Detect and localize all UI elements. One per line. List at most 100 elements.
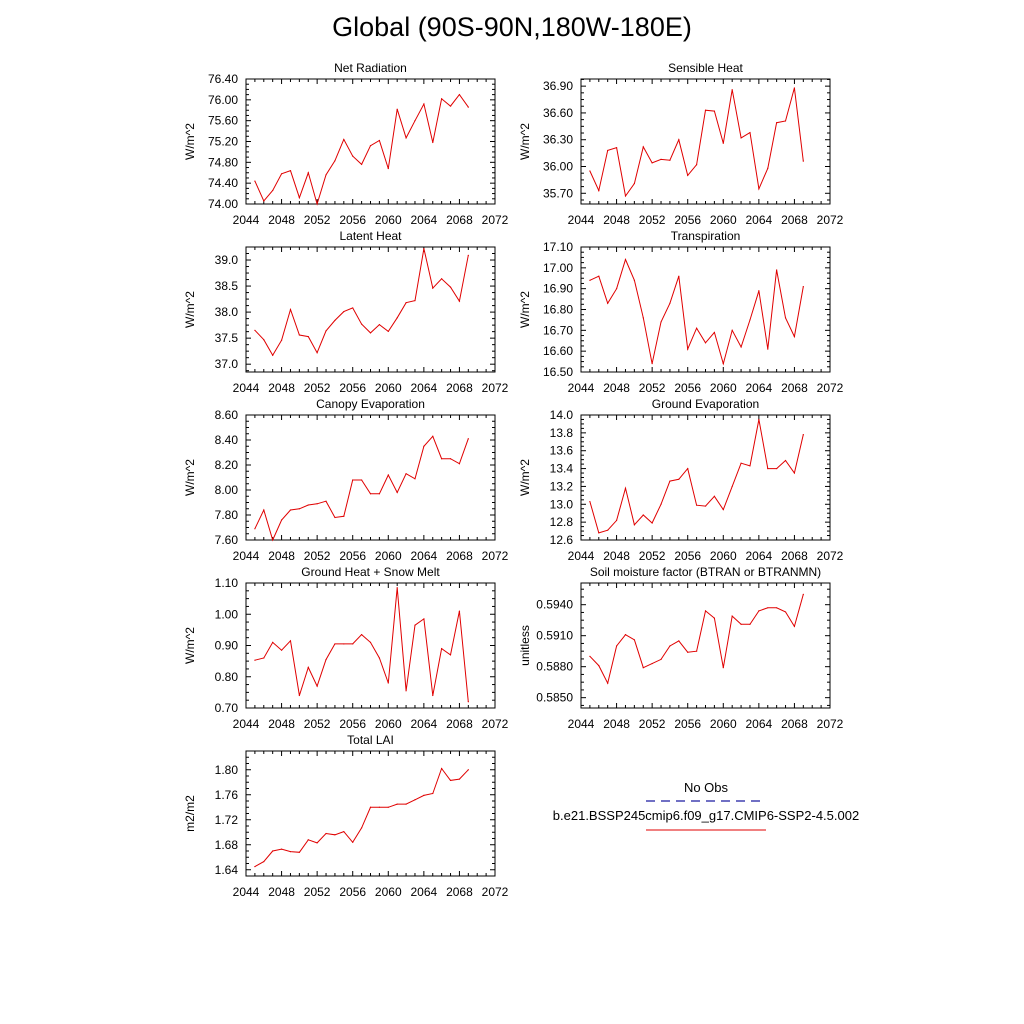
data-point bbox=[343, 310, 345, 313]
x-tick-label: 2060 bbox=[710, 381, 737, 395]
series-line bbox=[254, 767, 469, 868]
data-point bbox=[633, 524, 635, 526]
data-point bbox=[405, 473, 407, 475]
data-point bbox=[458, 463, 461, 465]
panel-title: Ground Heat + Snow Melt bbox=[301, 565, 440, 579]
panel-7: Ground Heat + Snow Melt 2044 2048 2052 2056 2… bbox=[183, 565, 509, 731]
y-axis-label: unitless bbox=[518, 625, 532, 666]
data-point bbox=[669, 480, 671, 482]
y-tick-label: 74.00 bbox=[208, 197, 238, 211]
data-point bbox=[624, 487, 627, 489]
x-tick-label: 2048 bbox=[603, 381, 630, 395]
data-point bbox=[660, 503, 662, 505]
data-point bbox=[624, 634, 627, 636]
x-tick-label: 2044 bbox=[233, 885, 260, 899]
data-point bbox=[449, 654, 452, 656]
data-point bbox=[414, 799, 416, 801]
x-tick-label: 2072 bbox=[817, 717, 844, 731]
data-point bbox=[458, 610, 461, 612]
panel-3: Latent Heat 2044 2048 2052 2056 2060 2064 2068 2… bbox=[183, 229, 509, 395]
y-tick-label: 0.5910 bbox=[536, 629, 573, 643]
y-axis-label: W/m^2 bbox=[518, 123, 532, 160]
data-point bbox=[387, 474, 389, 476]
data-point bbox=[607, 682, 609, 684]
x-tick-label: 2064 bbox=[411, 549, 438, 563]
data-point bbox=[802, 593, 804, 595]
data-point bbox=[396, 587, 398, 589]
x-tick-label: 2044 bbox=[233, 717, 260, 731]
data-point bbox=[687, 467, 689, 470]
y-tick-label: 39.0 bbox=[215, 253, 239, 267]
data-point bbox=[316, 203, 318, 205]
data-point bbox=[352, 841, 354, 843]
x-tick-label: 2064 bbox=[746, 717, 773, 731]
x-tick-label: 2044 bbox=[568, 381, 595, 395]
x-tick-label: 2044 bbox=[233, 549, 260, 563]
data-point bbox=[405, 137, 407, 139]
y-tick-label: 38.5 bbox=[215, 279, 239, 293]
data-point bbox=[767, 348, 769, 350]
data-point bbox=[263, 509, 265, 511]
x-tick-label: 2072 bbox=[482, 381, 509, 395]
data-point bbox=[414, 624, 416, 626]
data-point bbox=[280, 519, 283, 521]
y-tick-label: 8.60 bbox=[215, 408, 239, 422]
data-point bbox=[758, 610, 760, 612]
x-tick-label: 2068 bbox=[781, 213, 808, 227]
x-tick-label: 2060 bbox=[375, 717, 402, 731]
data-point bbox=[678, 275, 680, 277]
data-point bbox=[713, 110, 715, 112]
y-tick-label: 0.70 bbox=[215, 701, 239, 715]
data-point bbox=[316, 503, 318, 505]
data-point bbox=[669, 159, 671, 161]
y-tick-label: 36.90 bbox=[543, 79, 573, 93]
y-tick-label: 1.10 bbox=[215, 576, 239, 590]
data-point bbox=[633, 639, 635, 641]
y-tick-label: 14.0 bbox=[550, 408, 574, 422]
data-point bbox=[272, 641, 274, 643]
data-point bbox=[607, 529, 609, 531]
data-point bbox=[369, 641, 372, 643]
y-tick-label: 16.60 bbox=[543, 344, 573, 358]
plot-frame bbox=[245, 414, 496, 541]
data-point bbox=[325, 500, 327, 502]
data-point bbox=[263, 861, 265, 863]
data-point bbox=[740, 137, 742, 139]
x-tick-label: 2068 bbox=[446, 381, 473, 395]
data-point bbox=[615, 645, 618, 647]
data-point bbox=[423, 794, 425, 796]
data-point bbox=[289, 851, 292, 853]
data-point bbox=[280, 649, 283, 651]
x-tick-label: 2060 bbox=[710, 717, 737, 731]
y-tick-label: 1.80 bbox=[215, 763, 239, 777]
plot-frame bbox=[245, 750, 496, 877]
data-point bbox=[414, 478, 416, 480]
data-point bbox=[731, 615, 733, 617]
y-axis-label: W/m^2 bbox=[183, 459, 197, 496]
data-point bbox=[352, 155, 354, 157]
panel-4: Transpiration 2044 2048 2052 2056 2060 2064 206… bbox=[518, 229, 844, 395]
x-tick-label: 2044 bbox=[233, 381, 260, 395]
y-tick-label: 76.00 bbox=[208, 93, 238, 107]
series-line bbox=[254, 587, 469, 702]
data-point bbox=[254, 180, 256, 182]
data-point bbox=[423, 445, 425, 447]
data-point bbox=[254, 659, 256, 661]
data-point bbox=[704, 505, 707, 507]
data-point bbox=[343, 831, 345, 833]
data-point bbox=[651, 162, 653, 164]
panel-title: Net Radiation bbox=[334, 61, 407, 75]
x-tick-label: 2068 bbox=[446, 213, 473, 227]
y-tick-label: 75.60 bbox=[208, 114, 238, 128]
x-tick-label: 2064 bbox=[746, 549, 773, 563]
x-tick-label: 2056 bbox=[674, 213, 701, 227]
data-point bbox=[802, 434, 804, 436]
x-tick-label: 2044 bbox=[568, 213, 595, 227]
legend-model-label: b.e21.BSSP245cmip6.f09_g17.CMIP6-SSP2-4.… bbox=[553, 808, 859, 823]
data-point bbox=[449, 779, 452, 781]
data-point bbox=[713, 331, 715, 334]
y-tick-label: 8.00 bbox=[215, 483, 239, 497]
data-point bbox=[396, 317, 398, 319]
x-tick-label: 2068 bbox=[446, 717, 473, 731]
